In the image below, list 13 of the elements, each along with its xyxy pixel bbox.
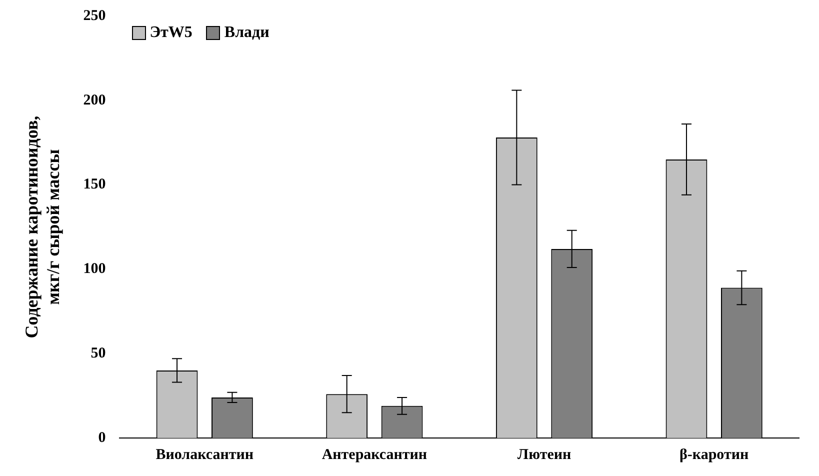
y-tick-label: 200 [83, 92, 106, 108]
x-tick-label: Виолаксантин [156, 446, 254, 463]
legend-label: Влади [224, 24, 270, 42]
y-tick-label: 50 [90, 345, 106, 362]
x-tick-label: Антераксантин [322, 446, 428, 463]
y-axis-title: Содержание каротиноидов, мкг/г сырой массы [21, 116, 64, 338]
y-tick-label: 150 [83, 176, 106, 193]
y-tick-label: 0 [98, 430, 106, 446]
x-tick-label: Лютеин [517, 446, 572, 463]
y-tick-label: 100 [83, 261, 106, 278]
x-tick-label: β-каротин [680, 446, 749, 463]
legend-label: ЭтW5 [150, 24, 192, 42]
y-tick-label: 250 [83, 8, 106, 24]
